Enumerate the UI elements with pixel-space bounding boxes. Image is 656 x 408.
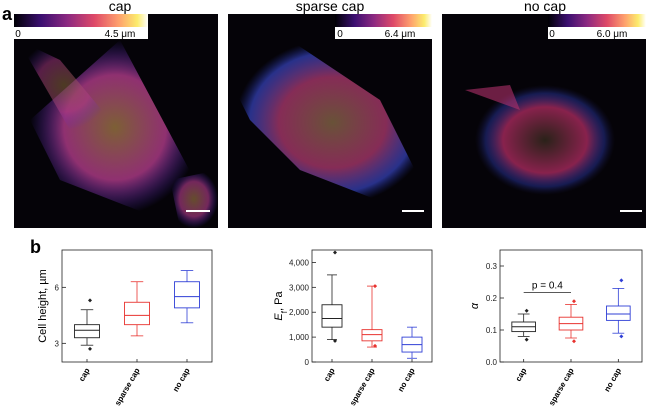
y-tick-label: 0.0 xyxy=(486,358,498,367)
outlier xyxy=(333,338,337,343)
y-tick-label: 3 xyxy=(55,339,60,348)
outlier xyxy=(619,278,624,283)
outlier xyxy=(88,346,92,351)
colorbar-label: 0 xyxy=(549,29,555,40)
x-tick-label: no cap xyxy=(396,366,417,393)
y-tick-label: 0.2 xyxy=(486,294,498,303)
colorbar-label: 4.5 μm xyxy=(105,29,136,40)
y-tick-label: 3,000 xyxy=(289,283,310,292)
box xyxy=(174,281,200,309)
image-title: cap xyxy=(109,0,132,14)
cell xyxy=(465,85,520,110)
y-axis-label: Cell height, µm xyxy=(37,269,49,343)
outlier xyxy=(373,284,377,289)
cell xyxy=(170,170,218,228)
y-axis-label-part: f xyxy=(280,310,289,313)
box xyxy=(74,324,100,339)
y-tick-label: 1,000 xyxy=(289,333,310,342)
y-tick-label: 0 xyxy=(305,358,310,367)
colorbar-label: 6.4 μm xyxy=(385,29,416,40)
y-tick-label: 2,000 xyxy=(289,308,310,317)
panel-label: a xyxy=(2,4,13,24)
outlier xyxy=(524,308,529,313)
y-tick-label: 4,000 xyxy=(289,258,310,267)
box-chart: 0 1,000 2,000 3,000 4,000 Ef, Pa cap sparse cap… xyxy=(273,249,433,407)
x-tick-label: sparse cap xyxy=(547,366,576,407)
y-axis-label-part: Cell height, µm xyxy=(37,269,49,343)
annotation: p = 0.4 xyxy=(532,280,563,291)
outlier xyxy=(572,339,576,344)
box-chart: 3 6 Cell height, µm cap sparse cap no cap xyxy=(37,249,213,407)
colorbar-label: 0 xyxy=(337,29,343,40)
colorbar xyxy=(335,14,432,27)
x-tick-label: no cap xyxy=(602,366,623,393)
x-tick-label: sparse cap xyxy=(113,366,142,407)
box xyxy=(606,305,631,321)
cell xyxy=(235,40,430,205)
outlier xyxy=(373,343,377,348)
image-title: sparse cap xyxy=(296,0,365,14)
colorbar-label-bg xyxy=(335,27,432,39)
cell xyxy=(18,40,110,130)
chart-panel: 3 6 Cell height, µm cap sparse cap no cap 0 1,0… xyxy=(37,249,643,407)
cell xyxy=(475,85,615,195)
y-tick-label: 0.3 xyxy=(486,262,498,271)
box xyxy=(124,301,150,326)
outlier xyxy=(524,337,529,342)
y-tick-label: 0.1 xyxy=(486,326,498,335)
y-axis-label-part: α xyxy=(469,302,481,309)
box-chart: 0.0 0.1 0.2 0.3 α cap sparse cap no cap p = 0.4 xyxy=(469,249,643,407)
y-axis-label: Ef, Pa xyxy=(273,291,289,321)
outlier xyxy=(88,298,92,303)
colorbar-label: 0 xyxy=(15,29,21,40)
colorbar-label-bg xyxy=(14,27,148,39)
outlier xyxy=(333,250,337,255)
box xyxy=(361,329,383,342)
x-tick-label: cap xyxy=(77,366,92,383)
colorbar xyxy=(14,14,148,27)
colorbar-label: 6.0 μm xyxy=(597,29,628,40)
y-axis-label: α xyxy=(469,302,481,309)
image-title: no cap xyxy=(524,0,566,14)
colorbar xyxy=(548,14,646,27)
outlier xyxy=(619,334,624,339)
colorbar-label-bg xyxy=(548,27,646,39)
box xyxy=(321,304,343,328)
x-tick-label: sparse cap xyxy=(348,366,377,407)
y-tick-label: 6 xyxy=(55,283,60,292)
x-tick-label: no cap xyxy=(171,366,192,393)
outlier xyxy=(572,299,576,304)
x-tick-label: cap xyxy=(514,366,529,383)
y-axis-label-part: , Pa xyxy=(273,291,285,311)
image-panel: 0 4.5 μm 0 6.4 μm 0 6.0 μm xyxy=(14,14,646,228)
x-tick-label: cap xyxy=(322,366,337,383)
y-axis-label-part: E xyxy=(273,313,285,321)
panel-label: b xyxy=(30,237,41,257)
